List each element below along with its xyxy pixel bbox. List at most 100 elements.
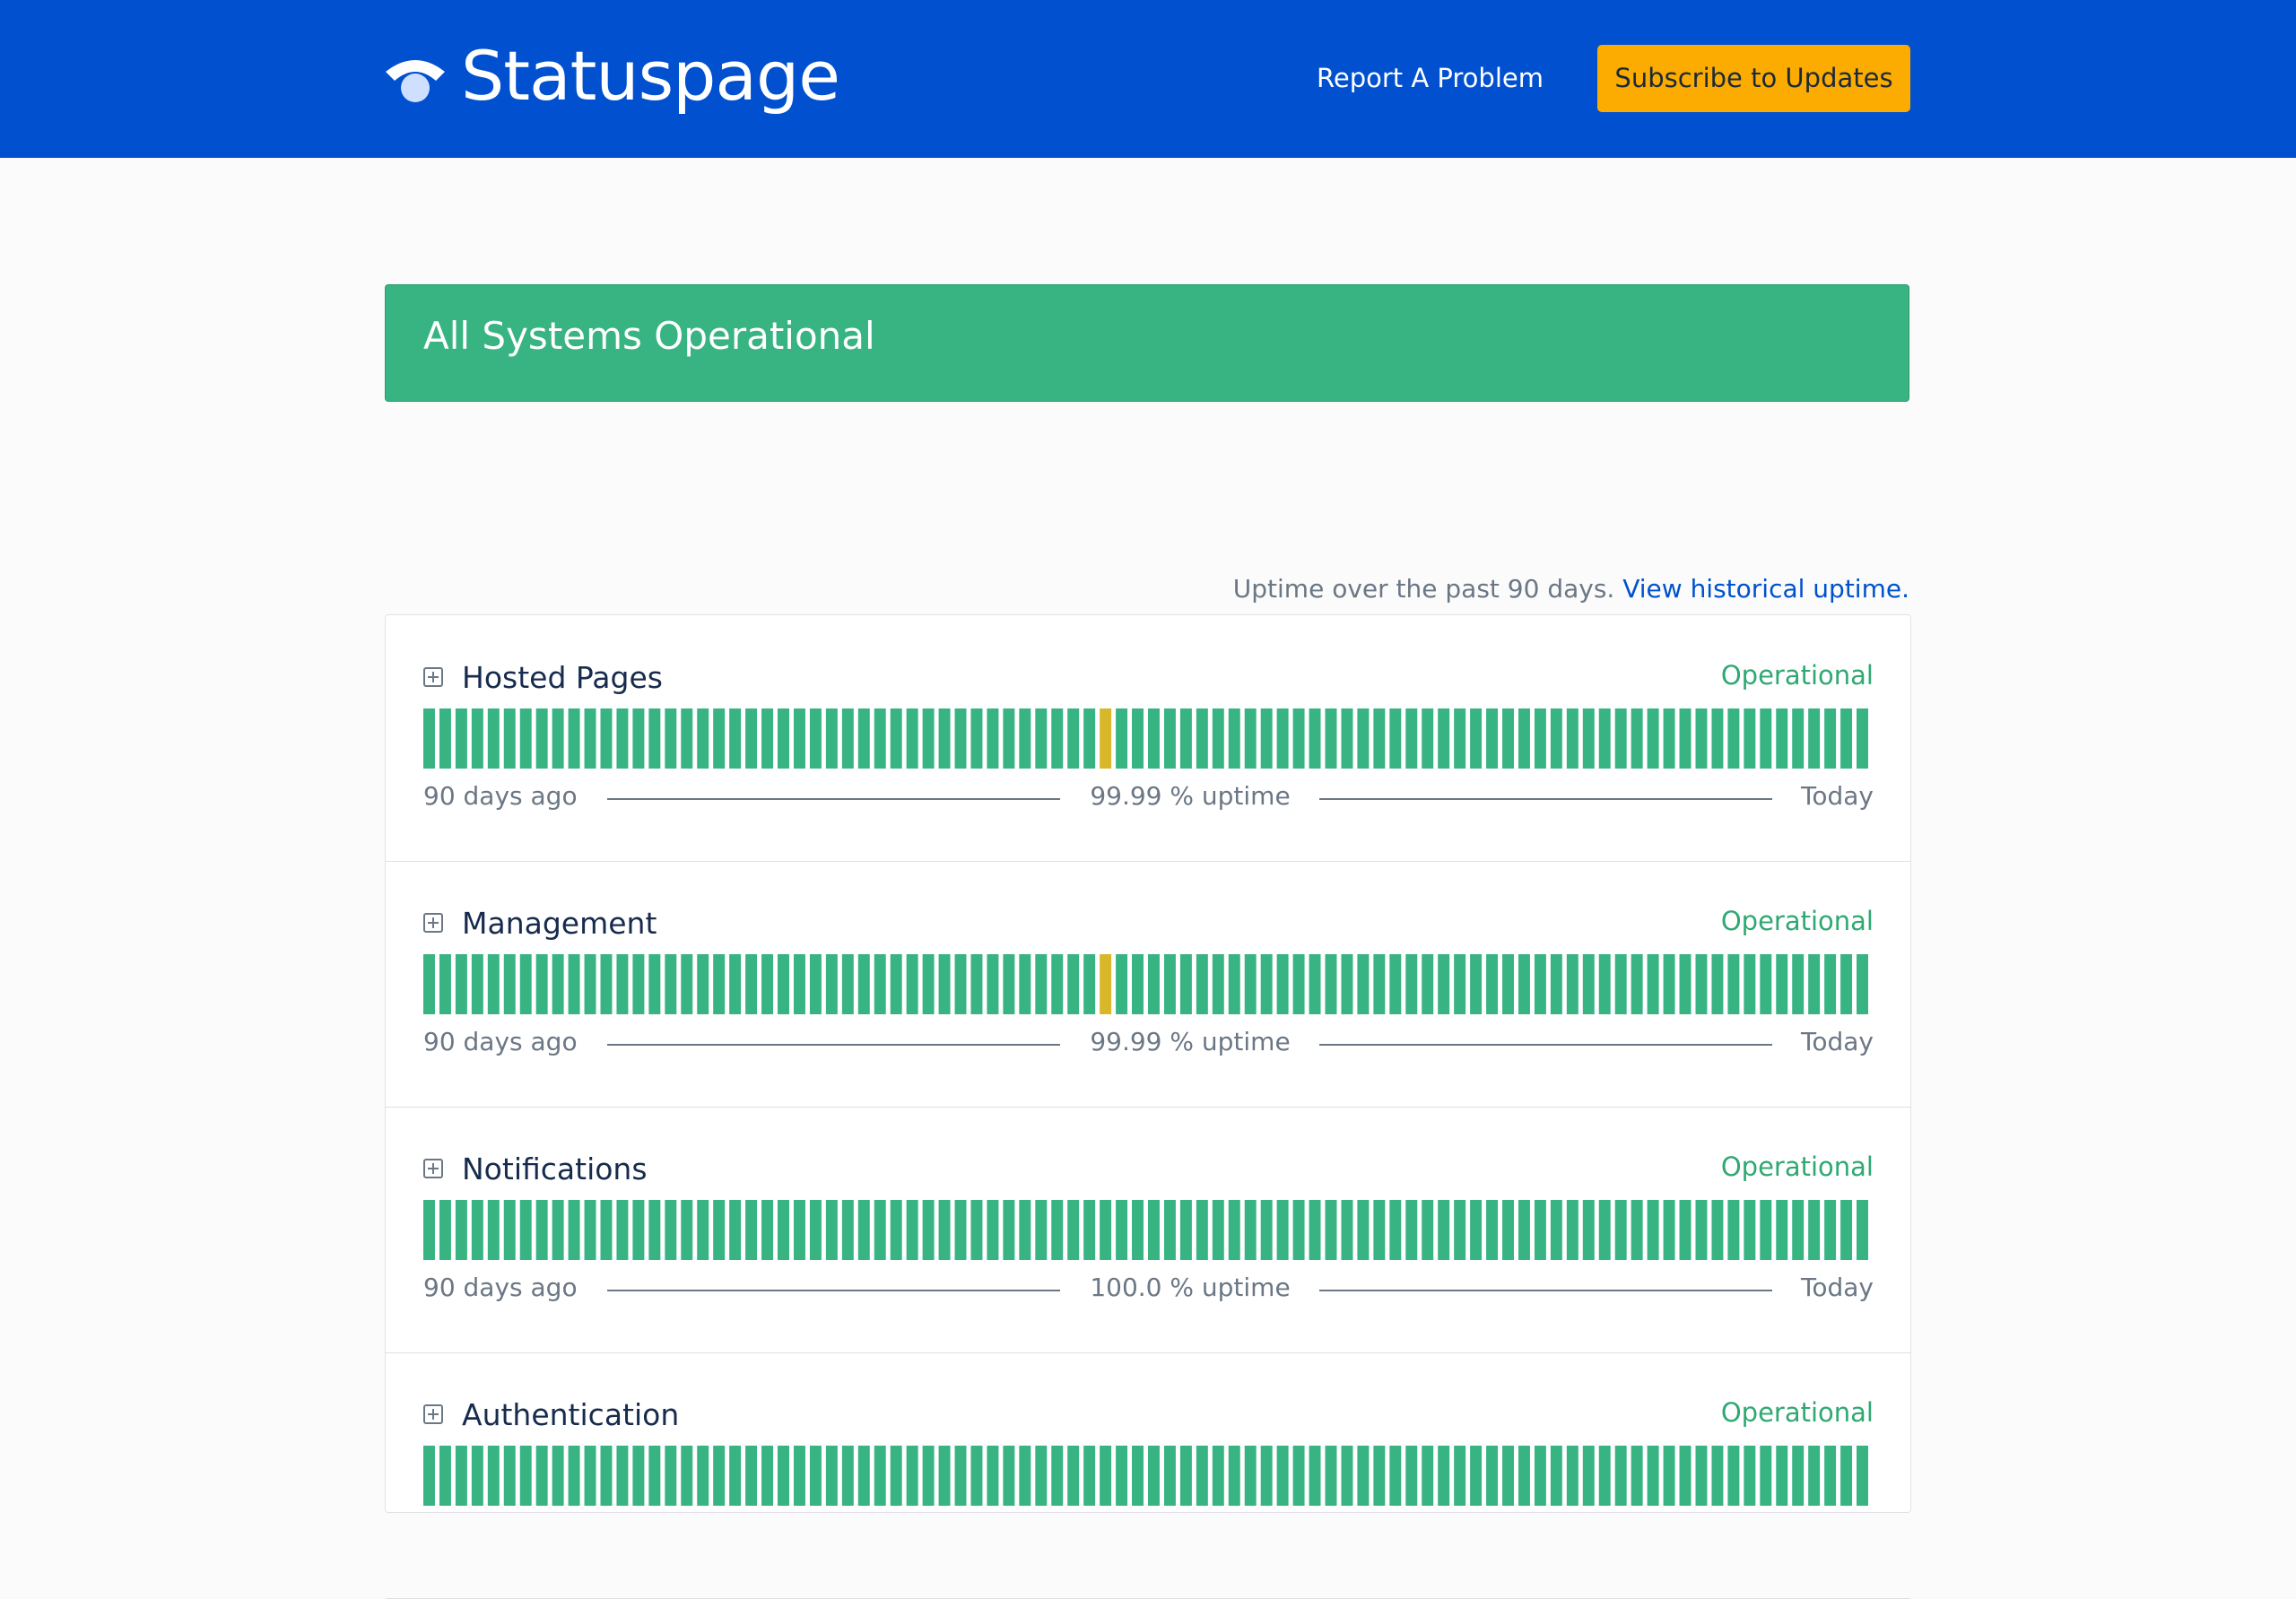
note-text: Uptime over the past 90 days.	[1232, 574, 1615, 604]
components-card: Hosted Pages Operational 90 days ago Today 9…	[385, 614, 1911, 1599]
day-bar	[1598, 708, 1611, 769]
day-bar	[697, 708, 709, 769]
day-bar	[535, 708, 548, 769]
history-link[interactable]: View historical uptime.	[1622, 574, 1909, 604]
expand-icon[interactable]	[423, 667, 443, 687]
day-bar	[954, 1200, 967, 1260]
day-bar	[1244, 708, 1257, 769]
day-bar	[1100, 954, 1112, 1014]
day-bar	[1502, 954, 1514, 1014]
day-bar	[1647, 954, 1659, 1014]
day-bar	[1196, 954, 1208, 1014]
day-bar	[519, 708, 532, 769]
day-bar	[1792, 1200, 1805, 1260]
expand-icon[interactable]	[423, 1159, 443, 1178]
day-bar	[825, 1200, 838, 1260]
day-bar	[1260, 1446, 1273, 1506]
day-bar	[890, 1200, 902, 1260]
logo[interactable]: Statuspage	[461, 36, 840, 116]
day-bar	[584, 1446, 596, 1506]
uptime-label: 99.99 % uptime	[1090, 781, 1291, 811]
day-bar	[1373, 708, 1386, 769]
day-bar	[1486, 1200, 1499, 1260]
day-bar	[1486, 1446, 1499, 1506]
day-bar	[1357, 1200, 1370, 1260]
day-bar	[1454, 708, 1466, 769]
day-bar	[1003, 1446, 1015, 1506]
day-bar	[1325, 1446, 1337, 1506]
uptime-bars	[423, 708, 1868, 769]
day-bar	[1582, 954, 1595, 1014]
day-bar	[1438, 1446, 1450, 1506]
day-bar	[1760, 1200, 1772, 1260]
day-bar	[1566, 708, 1578, 769]
day-bar	[857, 1446, 870, 1506]
day-bar	[1276, 1446, 1289, 1506]
day-bar	[616, 954, 629, 1014]
expand-icon[interactable]	[423, 913, 443, 933]
day-bar	[1389, 708, 1402, 769]
day-bar	[1422, 708, 1434, 769]
day-bar	[1389, 1200, 1402, 1260]
day-bar	[1163, 954, 1176, 1014]
day-bar	[1051, 1446, 1064, 1506]
day-bar	[922, 708, 935, 769]
day-bar	[922, 1200, 935, 1260]
day-bar	[1614, 1200, 1627, 1260]
day-bar	[874, 708, 886, 769]
day-bar	[665, 708, 677, 769]
day-bar	[793, 1446, 805, 1506]
day-bar	[1631, 1446, 1643, 1506]
day-bar	[761, 954, 774, 1014]
day-bar	[552, 954, 564, 1014]
day-bar	[1179, 1200, 1192, 1260]
day-bar	[1614, 1446, 1627, 1506]
day-bar	[568, 954, 580, 1014]
day-bar	[1179, 1446, 1192, 1506]
day-bar	[922, 1446, 935, 1506]
day-bar	[1100, 708, 1112, 769]
day-bar	[616, 708, 629, 769]
day-bar	[681, 1200, 693, 1260]
expand-icon[interactable]	[423, 1404, 443, 1424]
day-bar	[1228, 954, 1240, 1014]
day-bar	[1760, 708, 1772, 769]
day-bar	[809, 954, 822, 1014]
uptime-label: 99.99 % uptime	[1090, 1027, 1291, 1056]
day-bar	[535, 954, 548, 1014]
day-bar	[616, 1446, 629, 1506]
component: Management Operational 90 days ago Today 99.…	[386, 861, 1910, 1108]
day-bar	[1051, 1200, 1064, 1260]
day-bar	[1309, 708, 1321, 769]
day-bar	[1196, 1200, 1208, 1260]
day-bar	[1035, 954, 1048, 1014]
icon-plus	[428, 1409, 439, 1420]
day-bar	[1260, 1200, 1273, 1260]
day-bar	[1502, 708, 1514, 769]
day-bar	[1857, 1446, 1868, 1506]
day-bar	[600, 1446, 613, 1506]
day-bar	[793, 708, 805, 769]
day-bar	[1518, 954, 1530, 1014]
icon-box	[423, 913, 443, 933]
day-bar	[455, 1446, 467, 1506]
report-link[interactable]: Report A Problem	[1317, 63, 1544, 93]
day-bar	[471, 708, 483, 769]
day-bar	[825, 1446, 838, 1506]
day-bar	[1550, 708, 1562, 769]
day-bar	[1019, 1446, 1031, 1506]
day-bar	[954, 954, 967, 1014]
day-bar	[874, 1446, 886, 1506]
day-bar	[778, 1200, 789, 1260]
subscribe-button[interactable]: Subscribe to Updates	[1597, 45, 1910, 112]
day-bar	[1148, 1200, 1160, 1260]
day-bar	[1566, 954, 1578, 1014]
uptime-bars	[423, 1446, 1868, 1506]
day-bar	[519, 954, 532, 1014]
day-bar	[761, 708, 774, 769]
day-bar	[1341, 954, 1353, 1014]
day-bar	[1422, 1200, 1434, 1260]
day-bar	[1566, 1446, 1578, 1506]
day-bar	[761, 1200, 774, 1260]
day-bar	[1663, 1200, 1675, 1260]
